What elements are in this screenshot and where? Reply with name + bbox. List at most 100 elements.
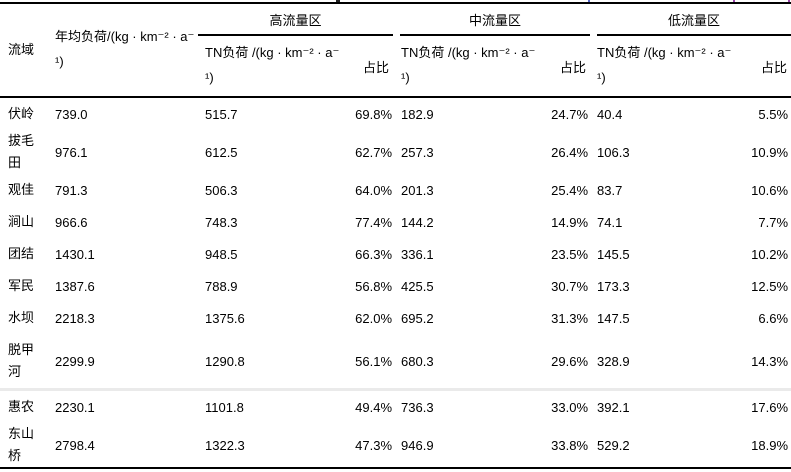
column-gap <box>393 270 400 302</box>
mid-ratio-value: 23.5% <box>551 246 589 262</box>
mid-ratio-value: 29.6% <box>551 353 589 369</box>
column-gap <box>393 388 401 424</box>
high-tn-load-value: 788.9 <box>205 278 238 294</box>
sub-header-row: TN负荷 /(kg · km⁻² · a⁻ ¹) 占比 TN负荷 /(kg · k… <box>0 35 791 98</box>
high-ratio-value: 62.7% <box>355 144 393 160</box>
watershed-name: 团结 <box>8 246 35 262</box>
low-ratio-value: 14.3% <box>751 353 789 369</box>
group-header-row: 流域 年均负荷/(kg · km⁻² · a⁻ ¹) 高流量区 中流量区 低流量区 <box>0 3 791 98</box>
low-tn-load-value: 147.5 <box>597 310 630 326</box>
high-tn-load-value: 948.5 <box>205 246 238 262</box>
high-ratio-value: 56.1% <box>355 353 393 369</box>
mid-tn-load-value: 144.2 <box>401 214 434 230</box>
col-header-annual-load: 年均负荷/(kg · km⁻² · a⁻ ¹) <box>48 3 198 98</box>
watershed-name: 涧山 <box>8 214 35 230</box>
low-ratio-value: 7.7% <box>758 214 789 230</box>
col-header-mid-tn-load: TN负荷 /(kg · km⁻² · a⁻ ¹) <box>400 35 541 98</box>
low-ratio-value: 5.5% <box>758 106 789 122</box>
mid-ratio-value: 30.7% <box>551 278 589 294</box>
col-header-low-tn-load: TN负荷 /(kg · km⁻² · a⁻ ¹) <box>597 35 736 98</box>
column-gap <box>590 238 597 270</box>
mid-ratio-value: 26.4% <box>551 144 589 160</box>
table-row: 水坝 2218.3 1375.6 62.0% 695.2 31.3% 147.5 6.6% <box>0 302 791 334</box>
column-gap <box>393 238 400 270</box>
group-header-high-flow: 高流量区 <box>198 3 394 36</box>
column-gap <box>590 174 597 206</box>
high-tn-load-value: 612.5 <box>205 144 238 160</box>
col-header-watershed: 流域 <box>0 3 48 98</box>
high-ratio-value: 66.3% <box>355 246 393 262</box>
column-gap <box>393 206 400 238</box>
high-ratio-value: 56.8% <box>355 278 393 294</box>
annual-load-value: 2218.3 <box>55 310 95 326</box>
annual-load-value: 2299.9 <box>55 353 95 369</box>
table-row: 团结 1430.1 948.5 66.3% 336.1 23.5% 145.5 10.2% <box>0 238 791 270</box>
high-tn-load-value: 1290.8 <box>205 353 245 369</box>
high-ratio-value: 47.3% <box>355 437 393 453</box>
annual-load-value: 1387.6 <box>55 278 95 294</box>
mid-tn-load-value: 680.3 <box>401 353 434 369</box>
mid-tn-load-value: 425.5 <box>401 278 434 294</box>
watershed-name: 拔毛田 <box>8 133 35 171</box>
high-tn-load-value: 748.3 <box>205 214 238 230</box>
column-gap <box>590 130 597 174</box>
column-gap <box>590 270 597 302</box>
column-gap <box>590 206 597 238</box>
mid-tn-load-value: 695.2 <box>401 310 434 326</box>
table-row: 涧山 966.6 748.3 77.4% 144.2 14.9% 74.1 7.7% <box>0 206 791 238</box>
mid-ratio-value: 25.4% <box>551 182 589 198</box>
column-gap <box>393 97 400 130</box>
low-ratio-value: 17.6% <box>735 388 791 424</box>
mid-tn-load-value: 257.3 <box>401 144 434 160</box>
mid-ratio-value: 33.0% <box>540 388 591 424</box>
annual-load-value: 2230.1 <box>48 388 198 424</box>
cropped-text-artifact <box>588 0 590 3</box>
table-row: 拔毛田 976.1 612.5 62.7% 257.3 26.4% 106.3 10.9% <box>0 130 791 174</box>
col-header-high-tn-load: TN负荷 /(kg · km⁻² · a⁻ ¹) <box>198 35 343 98</box>
high-ratio-value: 69.8% <box>355 106 393 122</box>
low-ratio-value: 6.6% <box>758 310 789 326</box>
col-header-mid-ratio: 占比 <box>540 35 591 98</box>
annual-load-unit-text: 年均负荷/(kg · km⁻² · a⁻ ¹) <box>55 29 195 69</box>
low-tn-load-value: 145.5 <box>597 246 630 262</box>
column-gap <box>393 334 400 390</box>
tn-load-unit-text: TN负荷 /(kg · km⁻² · a⁻ ¹) <box>597 45 732 85</box>
low-tn-load-value: 529.2 <box>597 437 630 453</box>
table-row: 东山桥 2798.4 1322.3 47.3% 946.9 33.8% 529.2 18.9% <box>0 423 791 468</box>
mid-ratio-value: 33.8% <box>551 437 589 453</box>
table-row: 观佳 791.3 506.3 64.0% 201.3 25.4% 83.7 10.6% <box>0 174 791 206</box>
table-body: 伏岭 739.0 515.7 69.8% 182.9 24.7% 40.4 5.5% 拔毛田 97… <box>0 97 791 468</box>
low-tn-load-value: 328.9 <box>597 353 630 369</box>
high-ratio-value: 62.0% <box>355 310 393 326</box>
low-tn-load-value: 392.1 <box>597 388 736 424</box>
watershed-name: 伏岭 <box>8 105 35 121</box>
column-gap <box>590 302 597 334</box>
column-gap <box>590 423 597 468</box>
high-ratio-value: 77.4% <box>355 214 393 230</box>
column-gap <box>393 3 401 98</box>
low-tn-load-value: 74.1 <box>597 214 623 230</box>
mid-ratio-value: 24.7% <box>551 106 589 122</box>
tn-load-unit-text: TN负荷 /(kg · km⁻² · a⁻ ¹) <box>401 45 536 85</box>
column-gap <box>393 130 400 174</box>
mid-tn-load-value: 946.9 <box>401 437 434 453</box>
annual-load-value: 976.1 <box>55 144 88 160</box>
column-gap <box>393 174 400 206</box>
mid-tn-load-value: 736.3 <box>400 388 541 424</box>
table-row: 军民 1387.6 788.9 56.8% 425.5 30.7% 173.3 12.5% <box>0 270 791 302</box>
watershed-name: 惠农 <box>0 388 48 424</box>
annual-load-value: 791.3 <box>55 182 88 198</box>
column-gap <box>393 423 400 468</box>
low-ratio-value: 12.5% <box>751 278 789 294</box>
mid-tn-load-value: 182.9 <box>401 106 434 122</box>
watershed-name: 东山桥 <box>8 426 35 464</box>
watershed-name: 水坝 <box>8 310 35 326</box>
low-tn-load-value: 83.7 <box>597 182 623 198</box>
low-ratio-value: 18.9% <box>751 437 789 453</box>
high-ratio-value: 64.0% <box>355 182 393 198</box>
low-tn-load-value: 40.4 <box>597 106 623 122</box>
cropped-text-artifact <box>336 0 340 3</box>
group-header-low-flow: 低流量区 <box>597 3 791 36</box>
high-tn-load-value: 515.7 <box>205 106 238 122</box>
